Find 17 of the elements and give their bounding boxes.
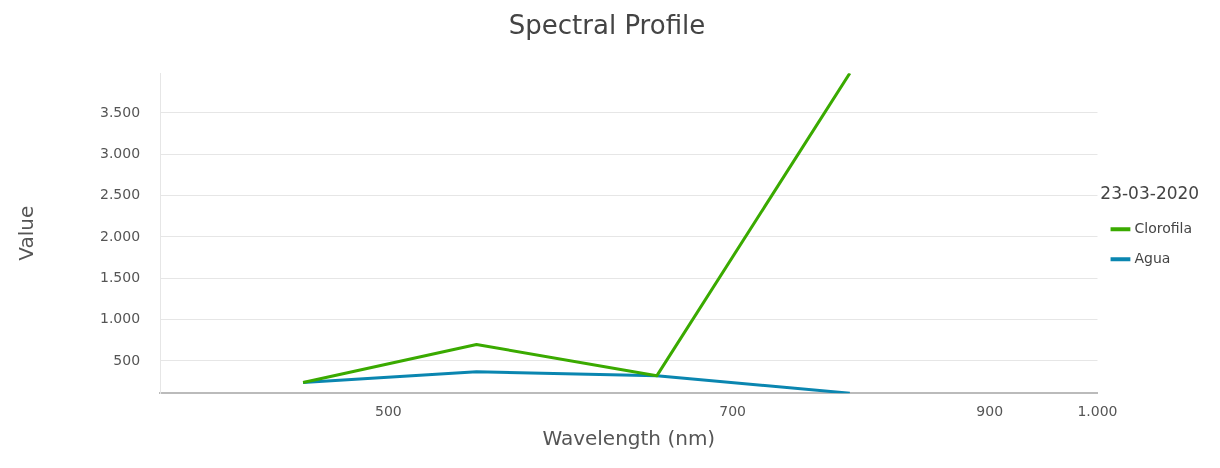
y-tick-label: 500 — [113, 351, 141, 368]
y-tick-label: 3.000 — [99, 144, 141, 161]
legend-label: Agua — [1134, 249, 1171, 266]
legend-title: 23-03-2020 — [1100, 182, 1200, 203]
y-tick-label: 1.500 — [99, 268, 141, 285]
y-tick-label: 2.500 — [99, 186, 141, 203]
x-tick-label: 900 — [976, 403, 1004, 420]
y-tick-label: 2.000 — [99, 227, 141, 244]
y-axis-title: Value — [14, 205, 39, 261]
x-tick-label: 1.000 — [1077, 403, 1118, 420]
x-axis-title: Wavelength (nm) — [542, 426, 716, 451]
chart-title: Spectral Profile — [508, 10, 706, 41]
y-tick-label: 1.000 — [99, 310, 141, 327]
legend-label: Clorofila — [1134, 219, 1192, 236]
x-tick-label: 700 — [719, 403, 746, 420]
x-tick-label: 500 — [374, 403, 402, 420]
y-tick-label: 3.500 — [99, 103, 141, 120]
